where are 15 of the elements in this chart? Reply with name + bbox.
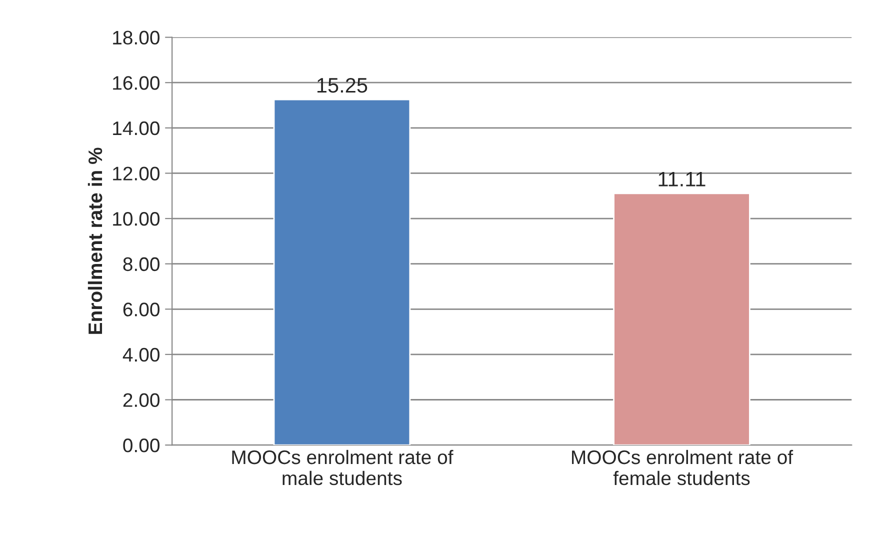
y-tick-label: 14.00 bbox=[113, 121, 160, 136]
data-label: 11.11 bbox=[658, 172, 706, 186]
y-tick-label: 4.00 bbox=[122, 348, 160, 362]
x-tick-label: MOOCs enrolment rate of male students bbox=[232, 450, 454, 486]
x-tick-label: MOOCs enrolment rate of female students bbox=[572, 450, 794, 486]
y-tick-label: 8.00 bbox=[123, 257, 160, 272]
y-tick-label: 6.00 bbox=[123, 302, 160, 316]
data-label: 15.25 bbox=[317, 78, 368, 93]
y-tick-label: 12.00 bbox=[113, 166, 160, 180]
y-tick-label: 10.00 bbox=[113, 212, 160, 226]
y-tick-label: 0.00 bbox=[123, 438, 160, 452]
y-tick-label: 18.00 bbox=[113, 30, 160, 45]
y-axis-title: Enrollment rate in % bbox=[88, 148, 102, 334]
y-tick-label: 16.00 bbox=[113, 76, 160, 90]
y-tick-label: 2.00 bbox=[123, 393, 160, 407]
